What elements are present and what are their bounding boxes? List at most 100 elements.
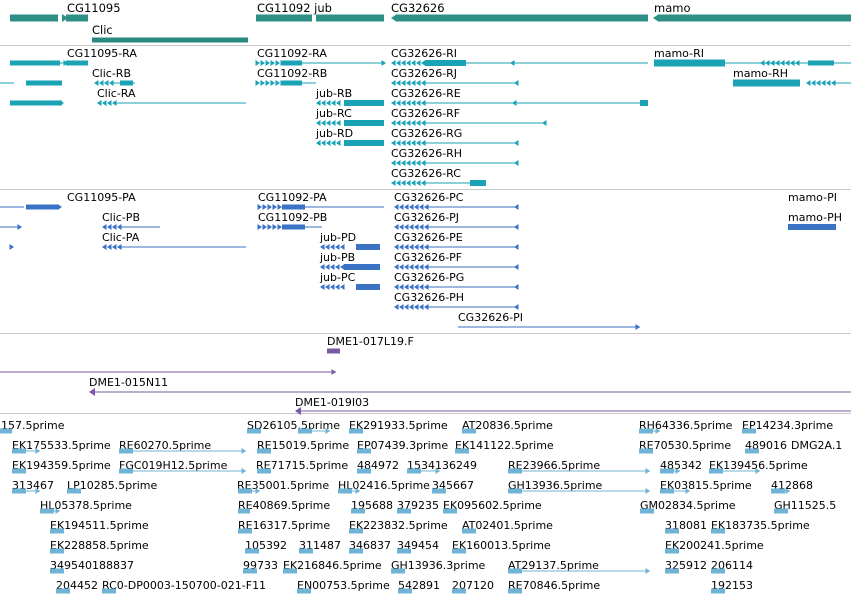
strand-arrow-icon[interactable] — [424, 284, 429, 290]
feature-exon[interactable] — [344, 120, 384, 126]
transcript-label[interactable]: CG32626-RH — [391, 147, 463, 160]
feature-exon[interactable] — [67, 488, 81, 494]
strand-arrow-icon[interactable] — [411, 120, 416, 126]
strand-arrow-icon[interactable] — [416, 100, 421, 106]
strand-arrow-icon[interactable] — [255, 80, 261, 86]
strand-arrow-icon[interactable] — [514, 204, 519, 210]
est-label[interactable]: EP07439.3prime — [357, 439, 449, 452]
est-label[interactable]: RE70530.5prime — [639, 439, 732, 452]
est-label[interactable]: FGC019H12.5prime — [119, 459, 228, 472]
protein-label[interactable]: Clic-PB — [102, 211, 140, 224]
strand-arrow-icon[interactable] — [321, 100, 326, 106]
est-label[interactable]: GH13936.3prime — [391, 559, 486, 572]
strand-arrow-icon[interactable] — [267, 204, 273, 210]
strand-arrow-icon[interactable] — [396, 140, 401, 146]
strand-arrow-icon[interactable] — [409, 244, 414, 250]
strand-arrow-icon[interactable] — [421, 160, 426, 166]
protein-label[interactable]: CG32626-PF — [394, 251, 463, 264]
protein-label[interactable]: CG32626-PH — [394, 291, 465, 304]
strand-arrow-icon[interactable] — [391, 80, 396, 86]
feature-exon[interactable] — [10, 14, 58, 22]
feature-exon[interactable] — [808, 60, 834, 66]
strand-arrow-icon[interactable] — [102, 224, 107, 230]
strand-arrow-icon[interactable] — [394, 284, 399, 290]
strand-arrow-icon[interactable] — [267, 224, 273, 230]
feature-exon[interactable] — [344, 264, 380, 270]
strand-arrow-icon[interactable] — [331, 120, 336, 126]
feature-exon[interactable] — [299, 548, 313, 554]
feature-exon[interactable] — [788, 224, 836, 230]
feature-exon[interactable] — [282, 60, 302, 66]
strand-arrow-icon[interactable] — [419, 204, 424, 210]
feature-exon[interactable] — [351, 508, 365, 514]
strand-arrow-icon[interactable] — [336, 120, 341, 126]
strand-arrow-icon[interactable] — [514, 284, 519, 290]
strand-arrow-icon[interactable] — [785, 60, 790, 66]
strand-arrow-icon[interactable] — [411, 80, 416, 86]
strand-arrow-icon[interactable] — [421, 180, 426, 186]
feature-exon[interactable] — [120, 80, 133, 86]
strand-arrow-icon[interactable] — [424, 264, 429, 270]
strand-arrow-icon[interactable] — [419, 284, 424, 290]
strand-arrow-icon[interactable] — [406, 100, 411, 106]
strand-arrow-icon[interactable] — [316, 100, 321, 106]
strand-arrow-icon[interactable] — [399, 284, 404, 290]
protein-label[interactable]: CG32626-PG — [394, 271, 465, 284]
strand-arrow-icon[interactable] — [675, 468, 681, 474]
feature-exon[interactable] — [349, 428, 363, 434]
gene-label[interactable]: CG32626 — [391, 1, 445, 15]
strand-arrow-icon[interactable] — [795, 60, 800, 66]
feature-exon[interactable] — [0, 428, 12, 434]
strand-arrow-icon[interactable] — [421, 140, 426, 146]
strand-arrow-icon[interactable] — [542, 120, 547, 126]
strand-arrow-icon[interactable] — [112, 224, 117, 230]
strand-arrow-icon[interactable] — [336, 140, 341, 146]
feature-exon[interactable] — [452, 588, 466, 594]
transcript-label[interactable]: CG32626-RF — [391, 107, 461, 120]
protein-label[interactable]: CG32626-PC — [394, 191, 464, 204]
transcript-label[interactable]: jub-RB — [316, 87, 353, 100]
strand-arrow-icon[interactable] — [396, 60, 401, 66]
strand-arrow-icon[interactable] — [645, 568, 651, 574]
feature-exon[interactable] — [257, 468, 271, 474]
strand-arrow-icon[interactable] — [514, 80, 519, 86]
strand-arrow-icon[interactable] — [270, 80, 276, 86]
strand-arrow-icon[interactable] — [416, 140, 421, 146]
transcript-label[interactable]: jub-RC — [316, 107, 352, 120]
feature-exon[interactable] — [26, 204, 58, 210]
est-label[interactable]: HL05378.5prime — [40, 499, 132, 512]
strand-arrow-icon[interactable] — [391, 140, 396, 146]
strand-arrow-icon[interactable] — [404, 244, 409, 250]
feature-exon[interactable] — [654, 59, 725, 67]
feature-exon[interactable] — [247, 428, 261, 434]
strand-arrow-icon[interactable] — [270, 60, 276, 66]
strand-arrow-icon[interactable] — [421, 80, 426, 86]
strand-arrow-icon[interactable] — [325, 428, 331, 434]
strand-arrow-icon[interactable] — [406, 60, 411, 66]
strand-arrow-icon[interactable] — [826, 80, 831, 86]
strand-arrow-icon[interactable] — [102, 244, 107, 250]
strand-arrow-icon[interactable] — [770, 60, 775, 66]
strand-arrow-icon[interactable] — [514, 160, 519, 166]
feature-exon[interactable] — [282, 80, 302, 86]
est-label[interactable]: GM02834.5prime — [640, 499, 736, 512]
strand-arrow-icon[interactable] — [401, 100, 406, 106]
protein-label[interactable]: CG11092-PA — [258, 191, 327, 204]
feature-exon[interactable] — [349, 528, 363, 534]
transcript-label[interactable]: CG32626-RC — [391, 167, 461, 180]
feature-exon[interactable] — [12, 448, 26, 454]
est-label[interactable]: AT20836.5prime — [462, 419, 553, 432]
feature-exon[interactable] — [640, 100, 648, 106]
strand-arrow-icon[interactable] — [399, 224, 404, 230]
strand-arrow-icon[interactable] — [275, 60, 281, 66]
gene-label[interactable]: Clic — [92, 23, 113, 37]
strand-arrow-icon[interactable] — [780, 60, 785, 66]
est-label[interactable]: 157.5prime — [1, 419, 65, 432]
strand-arrow-icon[interactable] — [406, 140, 411, 146]
transcript-label[interactable]: CG11095-RA — [67, 47, 137, 60]
strand-arrow-icon[interactable] — [414, 244, 419, 250]
feature-exon[interactable] — [66, 60, 88, 66]
strand-arrow-icon[interactable] — [411, 60, 416, 66]
feature-exon[interactable] — [66, 14, 88, 22]
